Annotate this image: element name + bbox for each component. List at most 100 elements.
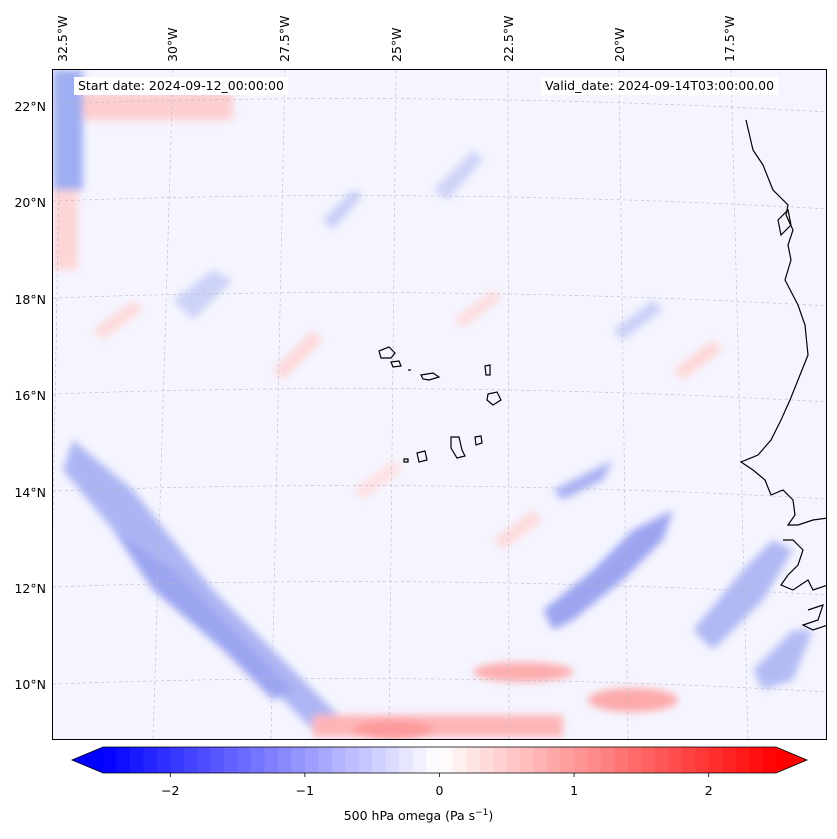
meridian [388,70,397,739]
graticule [53,70,826,739]
field-blob [753,630,813,690]
colorbar-segment [183,747,198,773]
colorbar-segment [156,747,171,773]
colorbar-segment [506,747,521,773]
parallel [53,485,826,500]
parallel [53,388,826,403]
colorbar-segment [641,747,656,773]
colorbar-segment [143,747,158,773]
field-blob [83,90,233,120]
colorbar-segment [695,747,710,773]
colorbar-segment [533,747,548,773]
colorbar-segment [331,747,346,773]
field-blob [173,270,233,320]
colorbar-segment [210,747,225,773]
island-sao-nicolau [420,372,441,381]
colorbar-tick-label: 1 [570,783,579,798]
colorbar-segment [412,747,427,773]
meridian [507,70,510,739]
colorbar-segment [291,747,306,773]
colorbar-segment [264,747,279,773]
field-blob [313,715,563,737]
colorbar-segment [304,747,319,773]
colorbar-segment [251,747,266,773]
colorbar-tick-label: −1 [295,783,315,798]
parallel [53,581,826,596]
colorbar-segment [358,747,373,773]
parallel [53,292,826,307]
field-blob [693,540,793,650]
meridian [618,70,629,739]
colorbar-segment [722,747,737,773]
colorbar-segment [452,747,467,773]
lon-label: 30°W [165,27,180,62]
colorbar-segment [224,747,239,773]
colorbar [70,746,809,777]
colorbar-segment [520,747,535,773]
lat-label: 22°N [14,99,46,114]
colorbar-segment [749,747,764,773]
lon-label: 17.5°W [722,15,737,62]
field-blob [113,530,293,700]
colorbar-segments [103,747,777,773]
colorbar-segment [547,747,562,773]
island-brava [403,458,409,463]
colorbar-label: 500 hPa omega (Pa s−1) [343,808,494,824]
colorbar-segment [103,747,117,773]
colorbar-segment [170,747,185,773]
island-sal [484,364,491,376]
parallel [53,678,826,693]
colorbar-segment [479,747,494,773]
colorbar-extend-min [72,747,103,773]
map-panel [52,69,827,740]
coastline-segment [777,208,792,237]
lon-label: 22.5°W [501,15,516,62]
field-blob [433,150,483,200]
island-santo-antao [378,346,396,359]
colorbar-extend-max [776,747,807,773]
field-blob [353,460,403,500]
meridian [152,70,174,739]
colorbar-segment [708,747,723,773]
field-blob [53,190,78,270]
colorbar-segment [116,747,131,773]
colorbar-segment [762,747,777,773]
colorbar-segment [466,747,481,773]
colorbar-segment [277,747,292,773]
island-maio [474,435,483,446]
colorbar-segment [345,747,360,773]
colorbar-segment [627,747,642,773]
coastlines [378,119,826,631]
field-blob [613,300,663,340]
coastline-segment [801,604,826,631]
lat-label: 18°N [14,292,46,307]
colorbar-segment [372,747,387,773]
field-blob [673,340,723,380]
colorbar-segment [614,747,629,773]
start-date-label: Start date: 2024-09-12_00:00:00 [74,77,288,95]
colorbar-segment [574,747,589,773]
colorbar-segment [681,747,696,773]
meridian [270,70,286,739]
lat-label: 20°N [14,195,46,210]
parallel [53,195,826,210]
colorbar-segment [654,747,669,773]
colorbar-segment [318,747,333,773]
lat-label: 12°N [14,581,46,596]
field-blob [493,510,543,550]
colorbar-segment [237,747,252,773]
field-blob [353,720,433,739]
omega-field-map [53,70,826,739]
lat-label: 14°N [14,485,46,500]
island-sao-vicente [390,360,402,368]
colorbar-segment [601,747,615,773]
island-fogo [416,450,428,463]
colorbar-segment [439,747,454,773]
field-blob [323,190,363,230]
colorbar-tick-label: 2 [704,783,713,798]
colorbar-tick-label: −2 [161,783,180,798]
field-blob [63,440,343,730]
field-blob [93,300,143,340]
colorbar-segment [735,747,750,773]
colorbar-segment [197,747,212,773]
